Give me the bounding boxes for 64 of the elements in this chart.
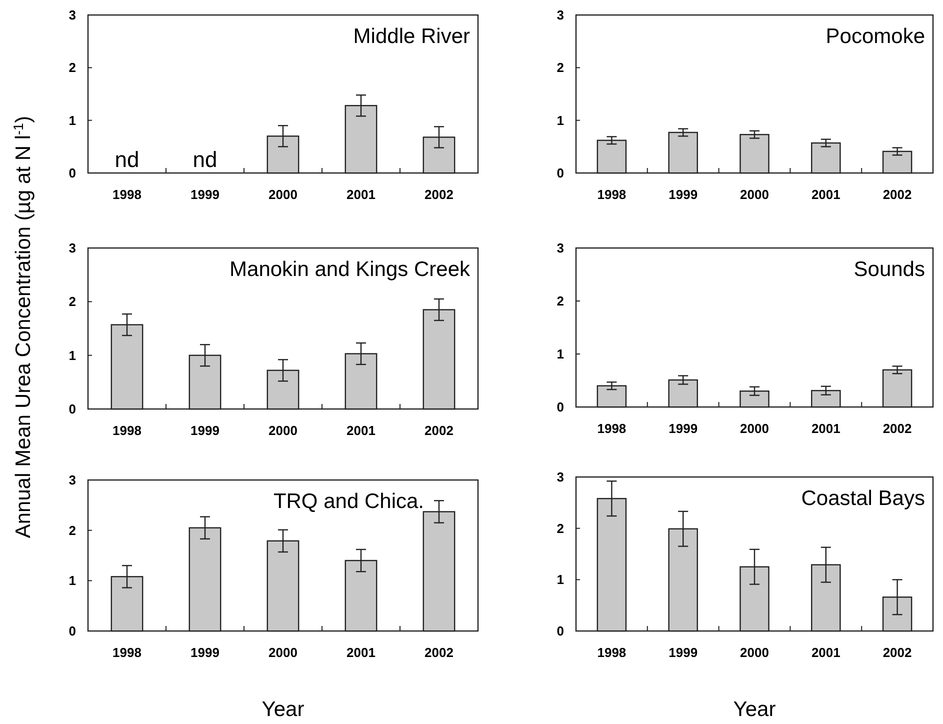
x-tick-label: 1999 (190, 187, 220, 202)
y-tick-label: 0 (556, 624, 564, 639)
x-tick-label: 2001 (346, 645, 376, 660)
y-tick-label: 0 (556, 166, 564, 181)
text: Manokin and Kings Creek (230, 258, 470, 281)
x-tick-label: 1999 (668, 187, 698, 202)
y-tick-label: 3 (556, 8, 564, 23)
y-tick-label: 1 (68, 573, 76, 588)
x-tick-label: 2000 (740, 645, 769, 660)
x-tick-label: 1998 (597, 645, 626, 660)
x-tick-label: 2001 (346, 423, 376, 438)
y-tick-label: 3 (68, 240, 76, 256)
x-axis-title: Year (262, 698, 304, 721)
text: Coastal Bays (801, 487, 925, 510)
x-tick-label: 1999 (190, 423, 220, 438)
y-tick-label: 3 (68, 472, 76, 488)
text: Middle River (353, 25, 470, 48)
x-tick-label: 2000 (268, 187, 298, 202)
y-tick-label: 2 (556, 60, 564, 76)
x-tick-label: 2002 (424, 423, 454, 438)
y-tick-label: 0 (68, 166, 76, 181)
x-tick-label: 2000 (740, 187, 769, 202)
y-tick-label: 2 (556, 520, 564, 536)
text: Sounds (854, 258, 925, 281)
x-tick-label: 1999 (190, 645, 220, 660)
y-tick-label: 0 (68, 624, 76, 639)
y-tick-label: 1 (68, 112, 76, 128)
x-tick-label: 2000 (740, 421, 769, 436)
x-tick-label: 1999 (668, 421, 698, 436)
x-tick-label: 2000 (268, 645, 298, 660)
x-tick-label: 2001 (811, 421, 840, 436)
y-tick-label: 1 (556, 346, 564, 362)
x-tick-label: 1998 (597, 421, 626, 436)
y-tick-label: 3 (556, 470, 564, 485)
y-tick-label: 1 (68, 348, 76, 363)
y-tick-label: 3 (68, 8, 76, 23)
x-tick-label: 2001 (811, 187, 840, 202)
y-tick-label: 0 (556, 400, 564, 415)
x-tick-label: 2001 (811, 645, 840, 660)
text: Pocomoke (826, 25, 925, 48)
x-tick-label: 1998 (112, 645, 142, 660)
y-tick-label: 2 (68, 294, 76, 310)
x-tick-label: 2001 (346, 187, 376, 202)
annotation: nd (114, 147, 140, 172)
x-tick-label: 2000 (268, 423, 298, 438)
x-axis-title: Year (733, 698, 776, 721)
x-tick-label: 2002 (882, 187, 912, 202)
annotation: nd (192, 147, 218, 172)
x-tick-label: 1998 (112, 187, 142, 202)
y-tick-label: 1 (556, 112, 564, 128)
y-tick-label: 2 (68, 60, 76, 76)
x-tick-label: 2002 (882, 645, 912, 660)
y-tick-label: 0 (68, 402, 76, 417)
x-tick-label: 2002 (882, 421, 912, 436)
y-tick-label: 3 (556, 240, 564, 256)
x-tick-label: 1998 (112, 423, 142, 438)
y-tick-label: 2 (68, 522, 76, 538)
x-tick-label: 2002 (424, 645, 454, 660)
text: TRQ and Chica. (273, 490, 424, 513)
y-tick-label: 1 (556, 572, 564, 588)
x-tick-label: 1999 (668, 645, 698, 660)
y-tick-label: 2 (556, 294, 564, 309)
x-tick-label: 2002 (424, 187, 454, 202)
x-tick-label: 1998 (597, 187, 626, 202)
